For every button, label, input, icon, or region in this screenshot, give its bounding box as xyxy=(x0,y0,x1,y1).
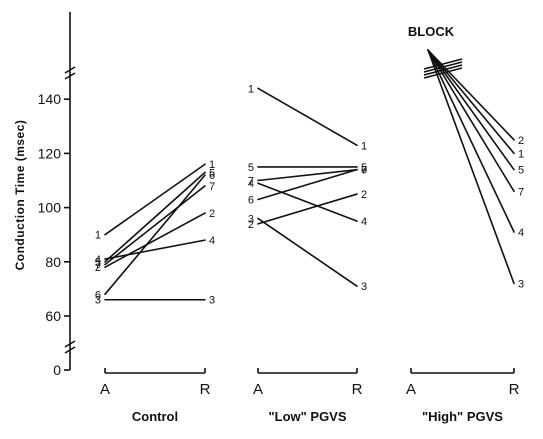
panel-label: Control xyxy=(132,409,178,424)
x-tick-label-r: R xyxy=(509,381,520,398)
series-label-r: 3 xyxy=(361,281,367,293)
series-label-r: 3 xyxy=(209,295,215,307)
y-tick-label: 60 xyxy=(45,308,61,324)
series-label-r: 5 xyxy=(518,165,524,177)
series-line-6 xyxy=(257,168,358,201)
x-axes: A R Control A R "Low" PGVS A R "High" PGVS xyxy=(100,368,520,424)
series-label-a: 2 xyxy=(248,219,254,231)
series-label-r: 1 xyxy=(209,159,215,171)
series-line-2 xyxy=(427,49,515,141)
series-label-a: 4 xyxy=(248,178,254,190)
y-tick-label: 0 xyxy=(53,362,61,378)
series-label-r: 1 xyxy=(518,148,524,160)
block-hatch xyxy=(423,58,463,70)
series-line-2 xyxy=(104,212,206,269)
series-label-r: 4 xyxy=(209,235,215,247)
x-tick-label-r: R xyxy=(352,381,363,398)
series-label-r: 5 xyxy=(209,167,215,179)
axis-break-bottom-a xyxy=(64,340,76,348)
series-label-a: 4 xyxy=(95,254,101,266)
series-line-4 xyxy=(104,239,206,260)
series-label-a: 7 xyxy=(95,260,101,272)
block-hatch xyxy=(423,64,463,76)
series-label-a: 1 xyxy=(248,83,254,95)
x-tick-label-r: R xyxy=(200,381,211,398)
block-annotation: BLOCK xyxy=(408,24,455,39)
series-line-5 xyxy=(104,171,206,263)
axis-break-bottom-b xyxy=(64,346,76,354)
series-line-7 xyxy=(257,168,358,182)
series-label-a: 6 xyxy=(248,194,254,206)
series-line-3 xyxy=(427,49,515,285)
series-label-r: 1 xyxy=(361,140,367,152)
series-line-1 xyxy=(427,49,515,155)
series-lines xyxy=(104,49,515,301)
panel-label: "Low" PGVS xyxy=(268,409,346,424)
series-label-r: 4 xyxy=(518,227,524,239)
series-label-r: 6 xyxy=(361,165,367,177)
x-tick-label-a: A xyxy=(406,381,416,398)
series-label-a: 2 xyxy=(95,262,101,274)
series-line-4 xyxy=(257,182,358,222)
series-label-r: 4 xyxy=(361,216,367,228)
series-label-r: 3 xyxy=(518,278,524,290)
series-label-a: 7 xyxy=(248,176,254,188)
series-line-1 xyxy=(257,87,358,147)
series-line-4 xyxy=(427,49,515,233)
x-tick-label-a: A xyxy=(253,381,263,398)
series-label-r: 2 xyxy=(361,189,367,201)
series-line-7 xyxy=(104,185,206,266)
y-axis: 0 60 80 100 120 140 Conduction Time (msec) xyxy=(13,12,76,378)
series-label-r: 7 xyxy=(361,165,367,177)
series-label-r: 5 xyxy=(361,162,367,174)
series-label-a: 3 xyxy=(95,295,101,307)
series-label-r: 2 xyxy=(209,208,215,220)
axis-break-top-b xyxy=(64,72,76,80)
series-line-3 xyxy=(257,217,358,287)
series-label-r: 2 xyxy=(518,135,524,147)
block-hatch xyxy=(423,61,463,73)
block-hatch xyxy=(423,67,463,79)
series-label-r: 7 xyxy=(518,186,524,198)
series-line-2 xyxy=(257,193,358,225)
series-line-1 xyxy=(104,163,206,236)
y-tick-label: 100 xyxy=(38,200,62,216)
series-label-a: 1 xyxy=(95,230,101,242)
series-label-a: 5 xyxy=(248,162,254,174)
series-label-a: 5 xyxy=(95,257,101,269)
panel-label: "High" PGVS xyxy=(422,409,503,424)
axis-break-top-a xyxy=(64,66,76,74)
series-label-a: 3 xyxy=(248,213,254,225)
series-label-a: 6 xyxy=(95,289,101,301)
series-line-6 xyxy=(104,174,206,296)
y-tick-label: 80 xyxy=(45,254,61,270)
x-tick-label-a: A xyxy=(100,381,110,398)
y-axis-title: Conduction Time (msec) xyxy=(13,120,27,271)
y-tick-label: 120 xyxy=(38,145,62,161)
series-label-r: 6 xyxy=(209,170,215,182)
series-label-r: 7 xyxy=(209,181,215,193)
y-tick-label: 140 xyxy=(38,91,62,107)
